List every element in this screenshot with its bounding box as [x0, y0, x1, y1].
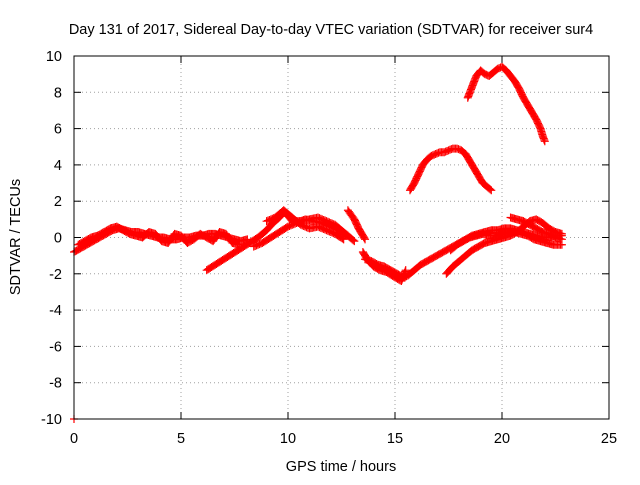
data-point — [349, 236, 358, 245]
x-axis-label: GPS time / hours — [286, 459, 396, 475]
y-tick-label: 6 — [54, 122, 62, 138]
y-tick-label: 0 — [54, 231, 62, 247]
chart-title: Day 131 of 2017, Sidereal Day-to-day VTE… — [69, 22, 593, 38]
data-point — [339, 235, 348, 244]
x-tick-label: 25 — [601, 431, 617, 447]
tick-labels: -10 -8 -6 -4 -2 0 2 4 6 8 10 0 5 10 15 20 25 — [41, 49, 617, 447]
data-point — [350, 237, 359, 246]
data-point — [343, 231, 352, 240]
x-tick-label: 20 — [494, 431, 510, 447]
y-tick-label: 4 — [54, 158, 62, 174]
y-axis-label: SDTVAR / TECUs — [8, 179, 24, 295]
data-point — [338, 234, 347, 243]
data-points — [70, 62, 566, 423]
y-tick-label: 10 — [46, 49, 62, 65]
y-tick-label: 8 — [54, 85, 62, 101]
data-point — [401, 266, 410, 275]
data-point — [540, 137, 549, 146]
x-tick-label: 0 — [70, 431, 78, 447]
y-tick-label: -6 — [49, 339, 62, 355]
data-point — [342, 230, 351, 239]
data-point — [487, 186, 496, 195]
x-tick-label: 15 — [387, 431, 403, 447]
data-point — [360, 234, 369, 243]
x-tick-label: 10 — [280, 431, 296, 447]
data-point — [557, 235, 566, 244]
y-tick-label: -2 — [49, 267, 62, 283]
x-tick-label: 5 — [177, 431, 185, 447]
data-point — [486, 185, 495, 194]
plot-frame — [73, 55, 610, 420]
y-tick-label: -10 — [41, 412, 62, 428]
data-point — [361, 235, 370, 244]
y-tick-label: -4 — [49, 303, 62, 319]
y-tick-label: 2 — [54, 194, 62, 210]
y-tick-label: -8 — [49, 376, 62, 392]
